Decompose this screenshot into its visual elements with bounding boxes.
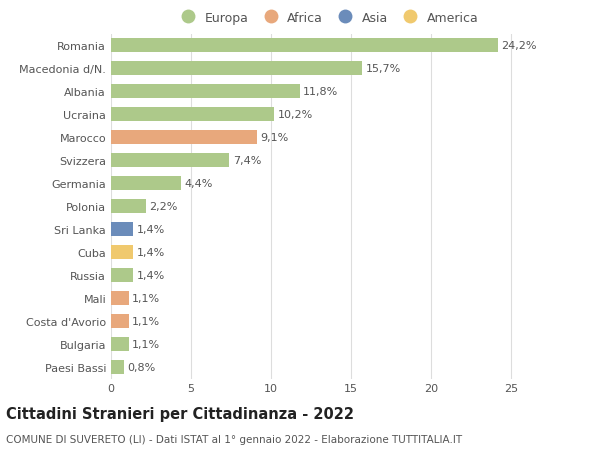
- Text: 2,2%: 2,2%: [149, 202, 178, 212]
- Text: 1,4%: 1,4%: [137, 270, 165, 280]
- Bar: [111, 360, 124, 375]
- Text: 1,4%: 1,4%: [137, 247, 165, 257]
- Bar: [111, 130, 257, 145]
- Text: COMUNE DI SUVERETO (LI) - Dati ISTAT al 1° gennaio 2022 - Elaborazione TUTTITALI: COMUNE DI SUVERETO (LI) - Dati ISTAT al …: [6, 434, 462, 444]
- Bar: [111, 84, 300, 99]
- Bar: [111, 245, 133, 260]
- Bar: [111, 337, 128, 352]
- Text: 0,8%: 0,8%: [127, 362, 155, 372]
- Bar: [111, 107, 274, 122]
- Text: 4,4%: 4,4%: [185, 179, 213, 189]
- Text: Cittadini Stranieri per Cittadinanza - 2022: Cittadini Stranieri per Cittadinanza - 2…: [6, 406, 354, 421]
- Text: 11,8%: 11,8%: [303, 87, 338, 97]
- Bar: [111, 268, 133, 283]
- Bar: [111, 153, 229, 168]
- Bar: [111, 176, 181, 191]
- Bar: [111, 314, 128, 329]
- Text: 10,2%: 10,2%: [277, 110, 313, 120]
- Text: 7,4%: 7,4%: [233, 156, 261, 166]
- Text: 24,2%: 24,2%: [502, 41, 537, 51]
- Bar: [111, 199, 146, 214]
- Bar: [111, 291, 128, 306]
- Text: 9,1%: 9,1%: [260, 133, 288, 143]
- Text: 1,1%: 1,1%: [132, 316, 160, 326]
- Text: 1,1%: 1,1%: [132, 293, 160, 303]
- Bar: [111, 222, 133, 237]
- Text: 1,1%: 1,1%: [132, 339, 160, 349]
- Bar: [111, 62, 362, 76]
- Text: 1,4%: 1,4%: [137, 224, 165, 235]
- Bar: [111, 39, 498, 53]
- Text: 15,7%: 15,7%: [365, 64, 401, 74]
- Legend: Europa, Africa, Asia, America: Europa, Africa, Asia, America: [176, 12, 478, 25]
